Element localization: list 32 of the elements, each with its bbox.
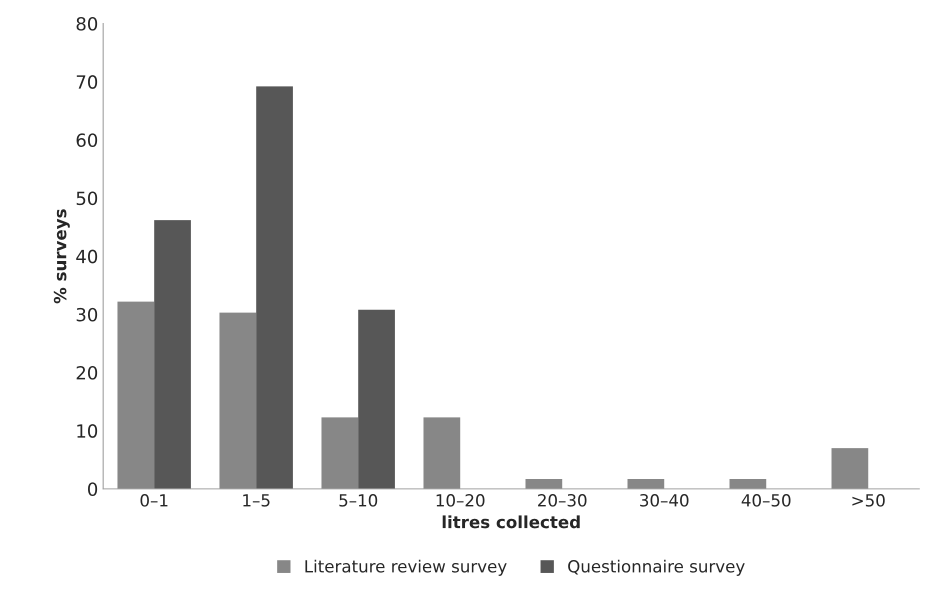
y-tick-label: 70 bbox=[76, 75, 98, 89]
bar bbox=[219, 312, 256, 489]
x-tick-label: 10–20 bbox=[436, 494, 484, 507]
x-tick-label: 1–5 bbox=[243, 494, 270, 507]
bar bbox=[730, 478, 766, 489]
bar bbox=[628, 478, 664, 489]
bar bbox=[358, 310, 395, 489]
legend-label: Literature review survey bbox=[305, 560, 507, 576]
y-tick-label: 20 bbox=[76, 366, 98, 380]
x-tick-label: 0–1 bbox=[140, 494, 168, 507]
legend-label: Questionnaire survey bbox=[568, 560, 745, 576]
x-tick-label: 30–40 bbox=[640, 494, 688, 507]
y-tick-label: 80 bbox=[76, 17, 98, 31]
bar bbox=[832, 448, 868, 489]
bar bbox=[117, 302, 154, 489]
y-tick-label: 0 bbox=[88, 482, 98, 496]
bar bbox=[321, 417, 358, 489]
y-tick-label: 60 bbox=[76, 133, 98, 148]
x-tick-label: 5–10 bbox=[339, 494, 378, 507]
x-tick-label: 40–50 bbox=[742, 494, 790, 507]
y-tick-label: 40 bbox=[76, 250, 98, 264]
x-tick-label: >50 bbox=[852, 494, 885, 507]
bar bbox=[525, 478, 562, 489]
y-axis-title: % surveys bbox=[54, 209, 70, 304]
bar bbox=[154, 220, 191, 489]
y-tick-label: 50 bbox=[76, 192, 98, 206]
y-tick-label: 10 bbox=[77, 424, 98, 438]
y-tick-label: 30 bbox=[76, 308, 98, 322]
bar bbox=[423, 417, 460, 489]
x-axis-title: litres collected bbox=[442, 515, 580, 528]
bar bbox=[256, 86, 293, 489]
x-tick-label: 20–30 bbox=[538, 494, 586, 507]
